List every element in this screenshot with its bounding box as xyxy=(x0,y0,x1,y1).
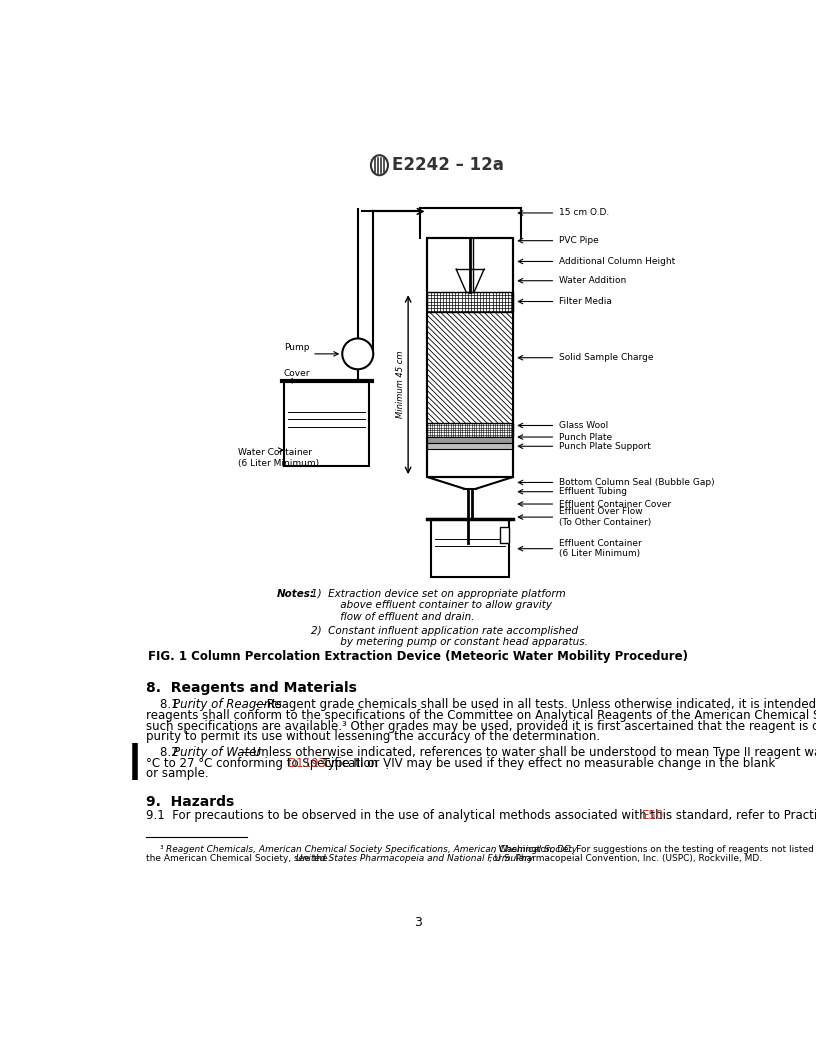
Bar xyxy=(428,423,512,437)
Bar xyxy=(428,444,512,450)
Bar xyxy=(499,527,509,543)
Text: 8.  Reagents and Materials: 8. Reagents and Materials xyxy=(146,681,357,695)
Text: —Unless otherwise indicated, references to water shall be understood to mean Typ: —Unless otherwise indicated, references … xyxy=(241,746,816,759)
Text: Purity of Water: Purity of Water xyxy=(173,746,262,759)
Text: , U.S. Pharmacopeial Convention, Inc. (USPC), Rockville, MD.: , U.S. Pharmacopeial Convention, Inc. (U… xyxy=(490,853,763,863)
Text: Water Container
(6 Liter Minimum): Water Container (6 Liter Minimum) xyxy=(237,448,319,468)
Text: .: . xyxy=(659,809,663,822)
Bar xyxy=(428,312,512,423)
Text: Effluent Over Flow
(To Other Container): Effluent Over Flow (To Other Container) xyxy=(559,508,651,527)
Text: Effluent Tubing: Effluent Tubing xyxy=(559,487,628,496)
Text: Bottom Column Seal (Bubble Gap): Bottom Column Seal (Bubble Gap) xyxy=(559,478,715,487)
Text: , Washington, DC. For suggestions on the testing of reagents not listed by: , Washington, DC. For suggestions on the… xyxy=(494,845,816,854)
Text: D1193: D1193 xyxy=(288,756,327,770)
Text: Punch Plate Support: Punch Plate Support xyxy=(559,441,651,451)
Text: 15 cm O.D.: 15 cm O.D. xyxy=(559,208,610,218)
Text: E50: E50 xyxy=(642,809,664,822)
Text: Cover: Cover xyxy=(283,369,310,378)
Text: Purity of Reagents: Purity of Reagents xyxy=(173,698,282,711)
Text: Reagent Chemicals, American Chemical Society Specifications, American Chemical S: Reagent Chemicals, American Chemical Soc… xyxy=(166,845,577,854)
Bar xyxy=(428,423,512,437)
Text: United States Pharmacopeia and National Formulary: United States Pharmacopeia and National … xyxy=(295,853,533,863)
Text: Water Addition: Water Addition xyxy=(559,277,627,285)
Text: 9.  Hazards: 9. Hazards xyxy=(146,795,234,809)
Text: ³: ³ xyxy=(160,845,166,854)
Text: . Type III or ṾIV may be used if they effect no measurable change in the blank: . Type III or ṾIV may be used if they ef… xyxy=(315,756,775,770)
Text: °C to 27 °C conforming to Specification: °C to 27 °C conforming to Specification xyxy=(146,756,382,770)
Text: 1)  Extraction device set on appropriate platform
         above effluent contai: 1) Extraction device set on appropriate … xyxy=(311,589,566,622)
Text: purity to permit its use without lessening the accuracy of the determination.: purity to permit its use without lesseni… xyxy=(146,731,601,743)
Text: 8.1: 8.1 xyxy=(160,698,183,711)
Bar xyxy=(428,293,512,312)
Text: 9.1  For precautions to be observed in the use of analytical methods associated : 9.1 For precautions to be observed in th… xyxy=(146,809,816,822)
Text: Filter Media: Filter Media xyxy=(559,297,612,306)
Bar xyxy=(284,381,370,466)
Text: 2)  Constant influent application rate accomplished
         by metering pump or: 2) Constant influent application rate ac… xyxy=(311,625,588,647)
Circle shape xyxy=(342,339,373,370)
Text: E2242 – 12a: E2242 – 12a xyxy=(392,156,503,174)
Text: —Reagent grade chemicals shall be used in all tests. Unless otherwise indicated,: —Reagent grade chemicals shall be used i… xyxy=(255,698,816,711)
Text: reagents shall conform to the specifications of the Committee on Analytical Reag: reagents shall conform to the specificat… xyxy=(146,709,816,722)
Bar xyxy=(428,239,512,477)
Text: the American Chemical Society, see the: the American Chemical Society, see the xyxy=(146,853,330,863)
Text: FIG. 1 Column Percolation Extraction Device (Meteoric Water Mobility Procedure): FIG. 1 Column Percolation Extraction Dev… xyxy=(149,650,688,663)
Text: Pump: Pump xyxy=(284,343,310,353)
Text: Additional Column Height: Additional Column Height xyxy=(559,257,676,266)
Text: Punch Plate: Punch Plate xyxy=(559,433,612,441)
Text: Notes:: Notes: xyxy=(277,589,314,599)
Text: 8.2: 8.2 xyxy=(160,746,183,759)
Text: PVC Pipe: PVC Pipe xyxy=(559,237,599,245)
Bar xyxy=(428,293,512,312)
Text: Glass Wool: Glass Wool xyxy=(559,421,609,430)
Text: Minimum 45 cm: Minimum 45 cm xyxy=(396,351,405,418)
Text: Effluent Container Cover: Effluent Container Cover xyxy=(559,499,672,509)
Bar xyxy=(432,520,509,578)
Text: such specifications are available.³ Other grades may be used, provided it is fir: such specifications are available.³ Othe… xyxy=(146,719,816,733)
Text: Solid Sample Charge: Solid Sample Charge xyxy=(559,353,654,362)
Bar xyxy=(428,437,512,444)
Bar xyxy=(428,239,512,477)
Text: 3: 3 xyxy=(415,916,422,929)
Text: Effluent Container
(6 Liter Minimum): Effluent Container (6 Liter Minimum) xyxy=(559,539,642,559)
Text: or sample.: or sample. xyxy=(146,768,209,780)
